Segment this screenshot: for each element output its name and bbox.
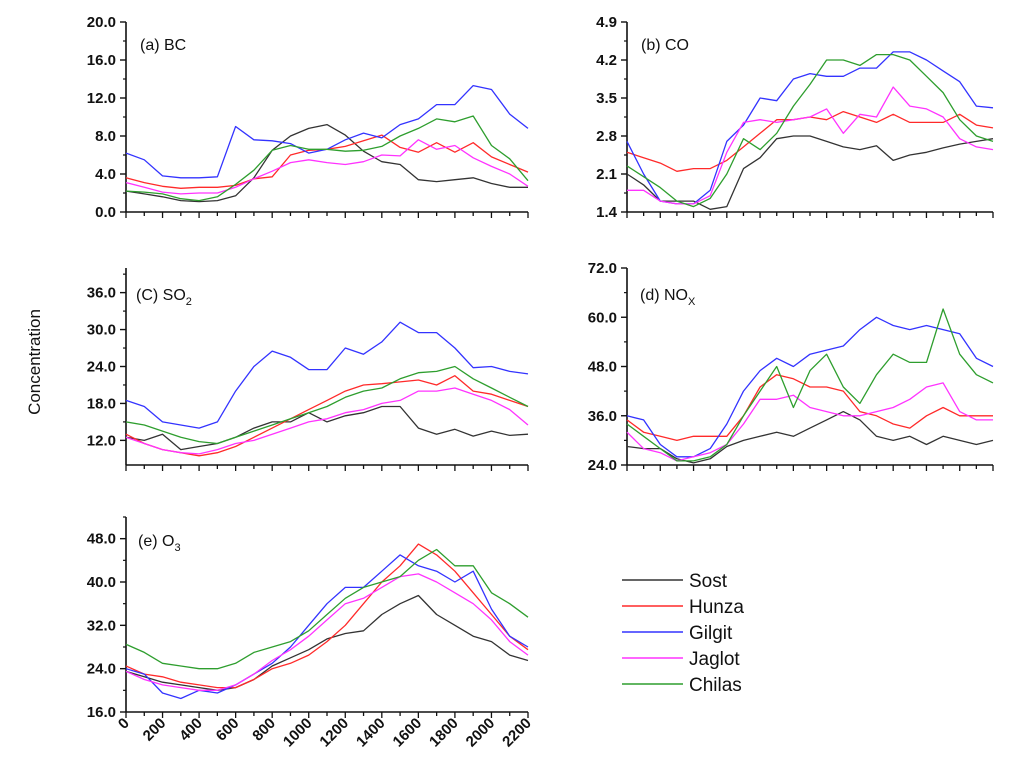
series-line-chilas [626, 53, 994, 208]
panel-c: 12.0 18.0 24.0 30.0 36.0 (C) SO2 [87, 268, 529, 471]
panel-d: 24.0 36.0 48.0 60.0 72.0 (d) NOX [588, 260, 994, 474]
series-line-sost [125, 123, 528, 203]
y-tick-label: 8.0 [95, 128, 116, 145]
x-tick-label: 800 [249, 715, 279, 745]
y-tick-label: 4.9 [596, 14, 617, 31]
series-line-hunza [626, 110, 994, 172]
y-tick-label: 4.2 [596, 52, 617, 69]
x-tick-label: 1800 [426, 715, 462, 751]
legend-label-sost: Sost [689, 571, 728, 592]
series-line-sost [626, 135, 994, 210]
series-line-jaglot [125, 573, 529, 691]
y-tick-label: 1.4 [596, 204, 618, 221]
series-line-gilgit [626, 316, 994, 458]
series-line-gilgit [626, 51, 994, 205]
y-tick-label: 20.0 [87, 14, 116, 31]
y-tick-label: 48.0 [588, 359, 617, 376]
x-tick-label: 2200 [499, 715, 535, 751]
series-line-sost [125, 594, 529, 691]
panel-title: (a) BC [140, 37, 186, 54]
series-line-gilgit [125, 84, 529, 179]
series-line-jaglot [125, 139, 529, 195]
series-line-jaglot [125, 387, 529, 455]
panel-b: 1.4 2.1 2.8 3.5 4.2 4.9 (b) CO [596, 14, 994, 221]
x-tick-label: 200 [140, 715, 170, 745]
series-line-chilas [125, 115, 529, 202]
y-tick-label: 18.0 [87, 395, 116, 412]
x-tick-label: 400 [176, 715, 206, 745]
series-line-gilgit [125, 321, 529, 429]
y-tick-label: 2.1 [596, 166, 617, 183]
x-tick-label: 1000 [280, 715, 316, 751]
y-tick-label: 60.0 [588, 309, 617, 326]
y-tick-label: 16.0 [87, 52, 116, 69]
y-axis-label: Concentration [25, 309, 44, 415]
legend-label-jaglot: Jaglot [689, 649, 740, 670]
y-tick-label: 36.0 [588, 408, 617, 425]
x-tick-label: 1200 [316, 715, 352, 751]
series-line-gilgit [125, 554, 529, 700]
y-tick-label: 2.8 [596, 128, 617, 145]
y-tick-label: 0.0 [95, 204, 116, 221]
panel-title: (b) CO [641, 37, 689, 54]
y-tick-label: 48.0 [87, 531, 116, 548]
series-line-chilas [125, 365, 529, 445]
y-tick-label: 12.0 [87, 432, 116, 449]
panel-title: (d) NOX [640, 287, 696, 308]
y-tick-label: 24.0 [87, 359, 116, 376]
y-tick-label: 32.0 [87, 617, 116, 634]
series-line-hunza [626, 374, 993, 442]
legend-label-chilas: Chilas [689, 675, 742, 696]
y-tick-label: 24.0 [588, 457, 617, 474]
x-tick-label: 2000 [463, 715, 499, 751]
x-tick-label: 0 [115, 715, 133, 733]
legend-label-gilgit: Gilgit [689, 623, 733, 644]
series-line-chilas [626, 308, 994, 462]
series-line-sost [626, 410, 994, 464]
panel-title: (C) SO2 [136, 287, 192, 308]
panel-e: 16.0 24.0 32.0 40.0 48.0 (e) O3 [87, 516, 529, 721]
series-line-jaglot [627, 86, 994, 205]
y-tick-label: 4.0 [95, 166, 116, 183]
y-tick-label: 36.0 [87, 285, 116, 302]
y-tick-label: 16.0 [87, 704, 116, 721]
x-tick-label: 1600 [390, 715, 426, 751]
x-tick-label: 1400 [353, 715, 389, 751]
panel-title: (e) O3 [138, 533, 181, 554]
legend: Sost Hunza Gilgit Jaglot Chilas [622, 571, 744, 696]
series-line-hunza [125, 134, 529, 189]
y-tick-label: 24.0 [87, 661, 116, 678]
series-line-jaglot [626, 382, 993, 462]
panel-a: 0.0 4.0 8.0 12.0 16.0 20.0 (a) BC [87, 14, 529, 221]
series-line-sost [125, 405, 529, 451]
series-line-hunza [125, 375, 529, 457]
y-tick-label: 3.5 [596, 90, 617, 107]
x-tick-label: 600 [213, 715, 243, 745]
series-line-chilas [125, 548, 529, 670]
legend-label-hunza: Hunza [689, 597, 744, 618]
y-tick-label: 40.0 [87, 574, 116, 591]
y-tick-label: 30.0 [87, 322, 116, 339]
y-tick-label: 72.0 [588, 260, 617, 277]
y-tick-label: 12.0 [87, 90, 116, 107]
